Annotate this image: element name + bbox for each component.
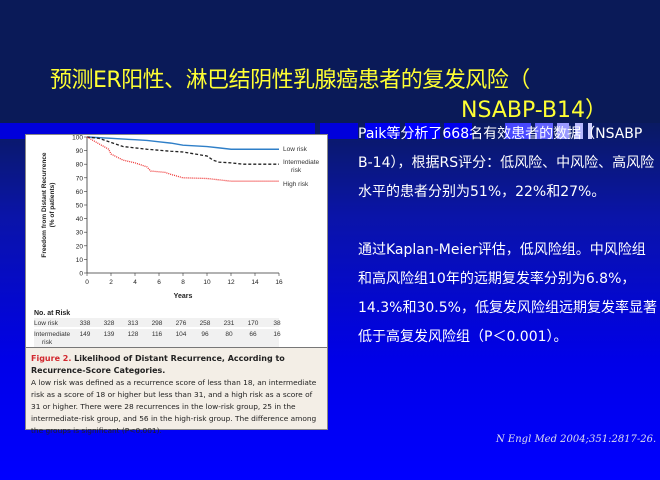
risk-value: 338: [80, 320, 91, 327]
decor-square: [444, 123, 472, 139]
slide-title-line2: NSABP-B14）: [461, 98, 607, 123]
x-tick-label: 6: [157, 279, 161, 286]
y-tick-label: 60: [76, 189, 84, 196]
decor-square: [557, 123, 569, 139]
risk-value: 149: [80, 331, 91, 338]
y-tick-label: 40: [76, 216, 84, 223]
risk-value: 231: [224, 320, 235, 327]
y-tick-label: 10: [76, 257, 84, 264]
risk-value: 96: [201, 331, 209, 338]
y-tick-label: 90: [76, 148, 84, 155]
risk-value: 328: [104, 320, 115, 327]
title-band: [0, 0, 660, 123]
series-line-intermediate-risk: [86, 136, 279, 165]
km-chart: 0 10 20 30 40 50 60 70 80 90 100 0 2 4 6 8 10 12 14 16 Years…: [34, 135, 320, 347]
series-line-low-risk: [86, 136, 279, 150]
risk-row-label: Low risk: [34, 320, 59, 327]
paragraph-1: Paik等分析了668名有效患者的数据（NSABP B-14），根据RS评分：低…: [358, 126, 655, 200]
decor-square: [588, 123, 592, 139]
risk-value: 116: [152, 331, 163, 338]
x-tick-label: 12: [227, 279, 235, 286]
x-axis-label: Years: [174, 293, 193, 300]
risk-row-label: risk: [42, 339, 53, 346]
x-tick-label: 0: [85, 279, 89, 286]
decor-square: [505, 123, 531, 139]
x-tick-label: 8: [181, 279, 185, 286]
risk-value: 80: [225, 331, 233, 338]
figure-title: Likelihood of Distant Recurrence, Accord…: [31, 354, 285, 375]
y-tick-label: 100: [72, 135, 83, 142]
y-tick-label: 30: [76, 230, 84, 237]
risk-value: 104: [176, 331, 187, 338]
legend-label: Low risk: [283, 146, 308, 153]
risk-value: 139: [104, 331, 115, 338]
y-tick-label: 50: [76, 203, 84, 210]
x-tick-label: 2: [109, 279, 113, 286]
risk-value: 276: [176, 320, 187, 327]
risk-row-label: Intermediate: [34, 331, 71, 338]
risk-value: 313: [128, 320, 139, 327]
legend-label: Intermediate: [283, 159, 320, 166]
y-tick-label: 20: [76, 243, 84, 250]
risk-row-bg: [34, 329, 279, 347]
paragraph-2: 通过Kaplan-Meier评估，低风险组。中风险组和高风险组10年的远期复发率…: [358, 242, 657, 345]
risk-value: 258: [200, 320, 211, 327]
body-text: Paik等分析了668名有效患者的数据（NSABP B-14），根据RS评分：低…: [358, 120, 658, 352]
risk-row-bg: [34, 318, 279, 327]
risk-value: 16: [273, 331, 281, 338]
x-tick-label: 4: [133, 279, 137, 286]
risk-value: 298: [152, 320, 163, 327]
risk-table-title: No. at Risk: [34, 310, 70, 317]
y-axis-label: Freedom from Distant Recurrence: [41, 152, 48, 257]
figure-text: A low risk was defined as a recurrence s…: [31, 378, 317, 435]
x-tick-label: 14: [251, 279, 259, 286]
risk-value: 170: [248, 320, 259, 327]
y-tick-label: 0: [79, 271, 83, 278]
y-tick-label: 80: [76, 162, 84, 169]
x-tick-label: 16: [275, 279, 283, 286]
series-line-high-risk: [86, 136, 279, 182]
risk-value: 66: [249, 331, 257, 338]
decor-square: [320, 123, 358, 139]
x-tick-label: 10: [203, 279, 211, 286]
decor-square: [575, 123, 583, 139]
figure-caption: Figure 2. Likelihood of Distant Recurren…: [26, 347, 327, 435]
decor-square: [405, 123, 440, 139]
y-axis-label: (% of patients): [49, 183, 56, 228]
citation: N Engl Med 2004;351:2817-26.: [496, 434, 657, 445]
slide-title: 预测ER阳性、淋巴结阴性乳腺癌患者的复发风险（: [50, 68, 530, 93]
risk-value: 38: [273, 320, 281, 327]
legend-label: High risk: [283, 181, 309, 188]
figure-panel: 0 10 20 30 40 50 60 70 80 90 100 0 2 4 6 8 10 12 14 16 Years…: [25, 134, 328, 435]
risk-value: 128: [128, 331, 139, 338]
decor-square: [535, 123, 553, 139]
decor-square: [365, 123, 400, 139]
legend-label: risk: [291, 167, 302, 174]
figure-number: Figure 2.: [31, 354, 72, 363]
y-tick-label: 70: [76, 175, 84, 182]
